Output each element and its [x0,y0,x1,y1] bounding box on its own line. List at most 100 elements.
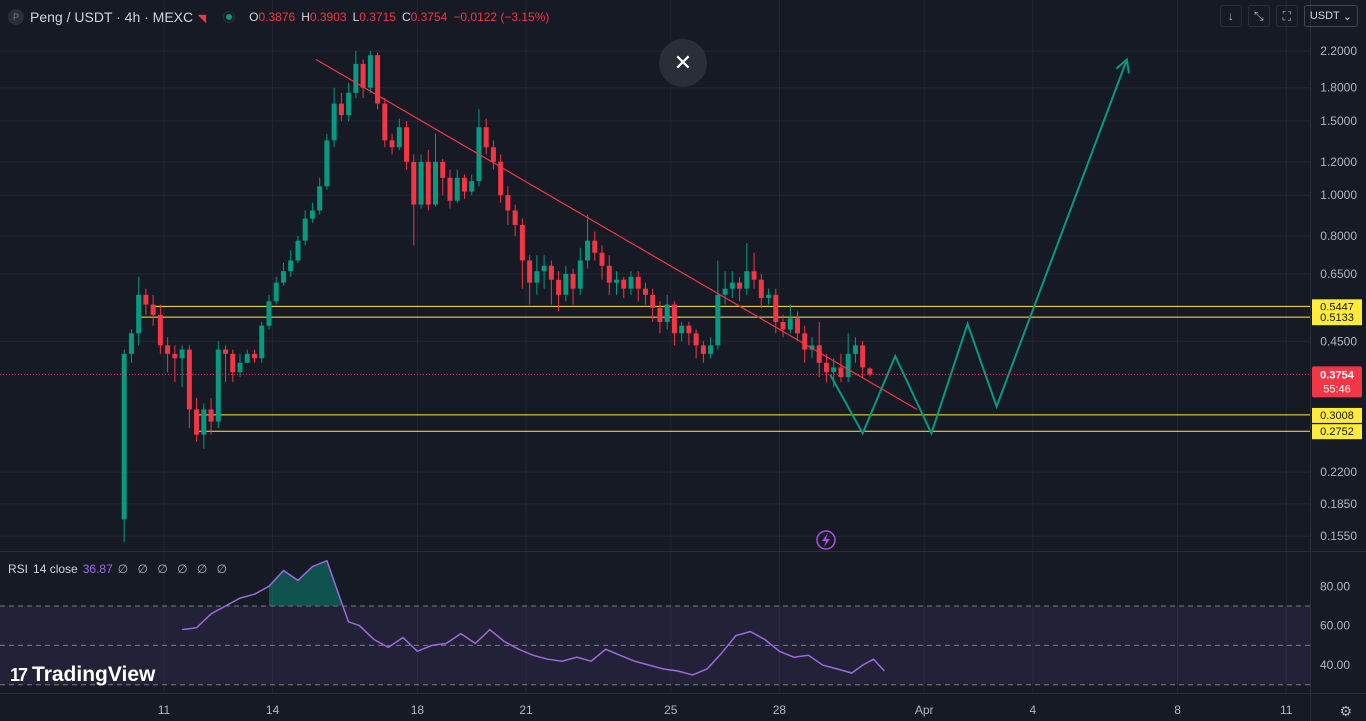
y-tick-label: 1.2000 [1320,155,1357,169]
level-badge [1312,310,1362,326]
candle-body [143,294,149,305]
tradingview-logo[interactable]: 17 TradingView [10,663,155,687]
candle-body [215,349,221,422]
candle-body [302,218,308,241]
candle-body [440,161,446,178]
level-label: 0.2752 [1320,426,1354,438]
x-tick-label: 25 [664,703,678,717]
ohlc-key: H [301,10,310,24]
candle-body [447,177,453,201]
lightning-icon-shape [822,533,830,547]
candle-body [534,271,540,283]
candle-body [787,318,793,330]
y-tick-label: 0.1550 [1320,529,1357,543]
arrow-down-icon[interactable]: ↓ [1219,5,1242,27]
candle-body [425,161,431,205]
candle-body [519,224,525,261]
candle-body [346,92,352,116]
ohlc-key: L [352,10,360,24]
candle-body [483,127,489,148]
candle-body [570,273,576,289]
candle-body [845,353,851,378]
rsi-label[interactable]: RSI [8,562,29,576]
top-right-toolbar: ↓ ⤡ ⛶ USDT ⌄ [1219,5,1358,27]
candle-body [179,349,185,359]
ohlc-value: −0.0122 (−3.15%) [453,10,550,24]
candle-body [157,314,163,346]
candle-body [614,279,619,283]
candle-body [679,325,685,334]
ohlc-value: 0.3754 [410,10,448,24]
y-tick-label: 0.1850 [1320,497,1357,511]
eye-icon[interactable] [223,11,236,23]
candle-body [223,349,229,354]
ohlc-item: C0.3754 [402,10,447,24]
x-tick-label: 11 [158,703,171,717]
candle-body [816,345,822,363]
candle-body [338,103,344,116]
candle-body [128,333,134,354]
candle-body [288,260,294,272]
candle-body [708,345,714,354]
collapse-icon[interactable]: ⤡ [1247,5,1270,27]
candle-body [208,409,214,422]
projection-path [829,59,1128,436]
gear-icon[interactable]: ⚙ [1339,703,1352,719]
ohlc-value: 0.3876 [258,10,296,24]
level-badge [1312,407,1362,423]
x-tick-label: 28 [773,703,787,717]
candle-body [700,345,706,354]
candle-body [737,282,743,289]
y-tick-label: 1.5000 [1320,114,1357,128]
candle-body [664,304,670,322]
candle-body [867,368,873,375]
y-tick-label: 0.4500 [1320,334,1357,348]
candle-body [433,161,438,205]
candle-body [150,304,156,315]
candle-body [556,279,562,295]
lightning-icon [816,530,836,550]
candle-body [802,333,808,350]
candle-body [324,140,330,187]
currency-dropdown[interactable]: USDT ⌄ [1303,5,1358,27]
candle-body [563,273,569,295]
candle-body [194,409,200,435]
close-button[interactable]: ✕ [659,39,707,87]
candle-body [418,161,424,205]
trendline [315,58,918,410]
rsi-band [0,606,1310,685]
candle-body [527,260,533,283]
flag-icon[interactable] [197,10,211,24]
level-label: 0.5133 [1320,312,1354,324]
candle-body [331,103,337,141]
tradingview-logo-icon: 17 [10,664,28,685]
x-tick-label: 21 [519,703,533,717]
candle-body [461,177,467,192]
candle-body [244,353,250,363]
candle-body [136,294,142,334]
candle-body [621,279,627,289]
candle-body [585,240,591,261]
fullscreen-icon[interactable]: ⛶ [1275,5,1298,27]
candle-body [838,367,844,378]
x-tick-label: 18 [411,703,425,717]
ohlc-item: H0.3903 [301,10,346,24]
candle-body [831,367,837,373]
ohlc-key: C [401,10,411,24]
candle-body [657,307,663,322]
symbol-title[interactable]: Peng / USDT · 4h · MEXC [30,9,194,25]
x-tick-label: 11 [1280,703,1293,717]
ohlc-value: 0.3715 [359,10,396,24]
candle-body [404,127,410,162]
projection-arrowhead [1115,57,1130,74]
candle-body [671,304,677,334]
candle-body [693,333,699,346]
candle-body [469,181,475,192]
candle-body [773,294,779,322]
candle-body [454,177,460,201]
candle-body [411,161,417,205]
candle-body [259,325,265,359]
y-tick-label: 1.8000 [1320,81,1357,95]
